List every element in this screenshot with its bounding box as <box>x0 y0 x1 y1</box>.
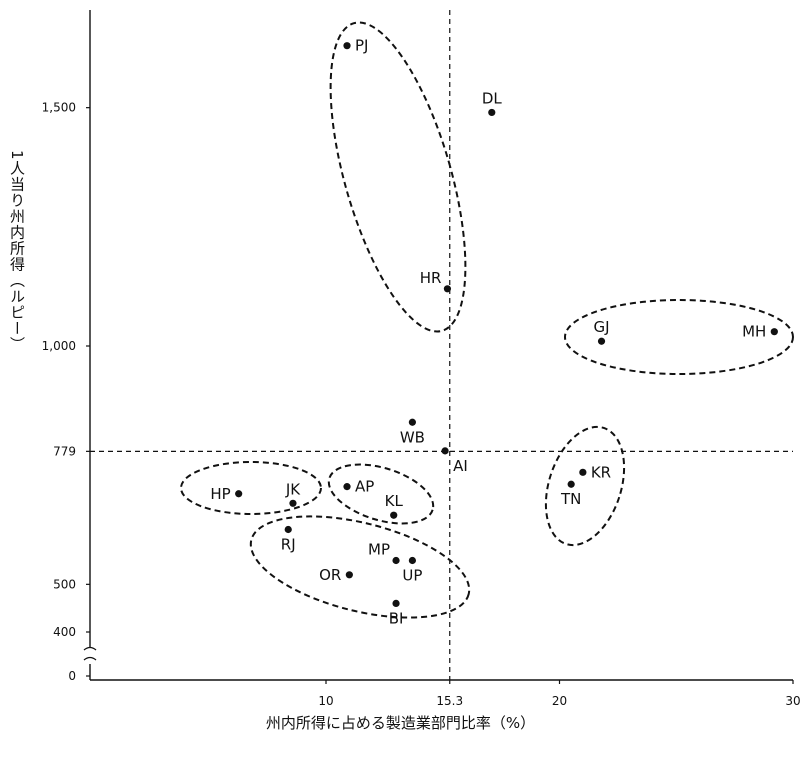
point-label-kr: KR <box>591 463 611 481</box>
x-tick-label: 10 <box>318 694 333 708</box>
point-label-kl: KL <box>385 492 404 510</box>
point-label-hp: HP <box>210 485 230 503</box>
y-tick-label: 1,000 <box>42 339 76 353</box>
x-axis-label: 州内所得に占める製造業部門比率（%） <box>265 714 536 732</box>
data-points: PJ DL HR GJ MH WB AI KR TN HP JK AP KL RJ MP UP OR BI <box>210 37 778 627</box>
point-label-mh: MH <box>742 323 766 341</box>
point-hr <box>443 285 452 293</box>
point-hp <box>235 490 243 498</box>
point-rj <box>284 525 292 534</box>
point-dl <box>488 108 496 117</box>
point-kl <box>390 511 398 519</box>
y-tick-label: 400 <box>53 625 76 639</box>
group-ellipses <box>180 21 794 619</box>
point-mh <box>770 328 778 336</box>
point-label-up: UP <box>402 567 422 585</box>
reference-lines <box>90 10 793 680</box>
point-label-dl: DL <box>482 89 503 107</box>
point-label-bi: BI <box>389 609 404 627</box>
point-or <box>345 571 353 579</box>
point-wb <box>408 418 416 426</box>
point-tn <box>567 480 575 488</box>
point-label-rj: RJ <box>281 536 296 554</box>
x-tick-label: 15.3 <box>436 694 463 708</box>
y-axis-label: 1人当り州内所得（ルピー） <box>8 150 26 353</box>
y-tick-label: 779 <box>53 444 76 458</box>
group-ellipse-mp-up-or-bi <box>249 515 471 619</box>
point-pj <box>343 42 351 50</box>
tick-labels: 0 400 500 779 1,000 1,500 10 15.3 20 30 <box>42 101 801 708</box>
point-label-pj: PJ <box>355 37 368 55</box>
group-ellipse-hp-jk-rj <box>180 461 322 515</box>
group-ellipse-kr-tn <box>544 425 626 547</box>
point-up <box>408 556 416 565</box>
x-tick-label: 20 <box>552 694 567 708</box>
point-label-or: OR <box>319 566 341 584</box>
point-ai <box>441 447 449 455</box>
y-tick-label: 1,500 <box>42 101 76 115</box>
point-bi <box>392 599 400 608</box>
point-jk <box>289 499 297 507</box>
point-label-wb: WB <box>400 428 425 446</box>
point-kr <box>579 468 587 476</box>
point-gj <box>597 337 606 345</box>
point-label-ap: AP <box>355 478 374 496</box>
group-ellipse-gj-mh <box>564 299 794 375</box>
point-label-hr: HR <box>420 269 442 287</box>
point-label-jk: JK <box>285 480 301 498</box>
point-label-ai: AI <box>453 457 468 475</box>
axis-break-mark <box>83 646 97 661</box>
group-ellipse-ap-kl <box>327 463 435 525</box>
y-tick-label: 0 <box>68 669 76 683</box>
point-label-tn: TN <box>560 490 581 508</box>
y-tick-label: 500 <box>53 577 76 591</box>
point-label-gj: GJ <box>593 318 609 336</box>
point-ap <box>343 483 351 491</box>
axes <box>83 10 793 681</box>
point-label-mp: MP <box>368 541 390 559</box>
x-tick-label: 30 <box>785 694 800 708</box>
point-mp <box>392 556 400 565</box>
group-ellipse-pj-hr <box>329 21 467 333</box>
